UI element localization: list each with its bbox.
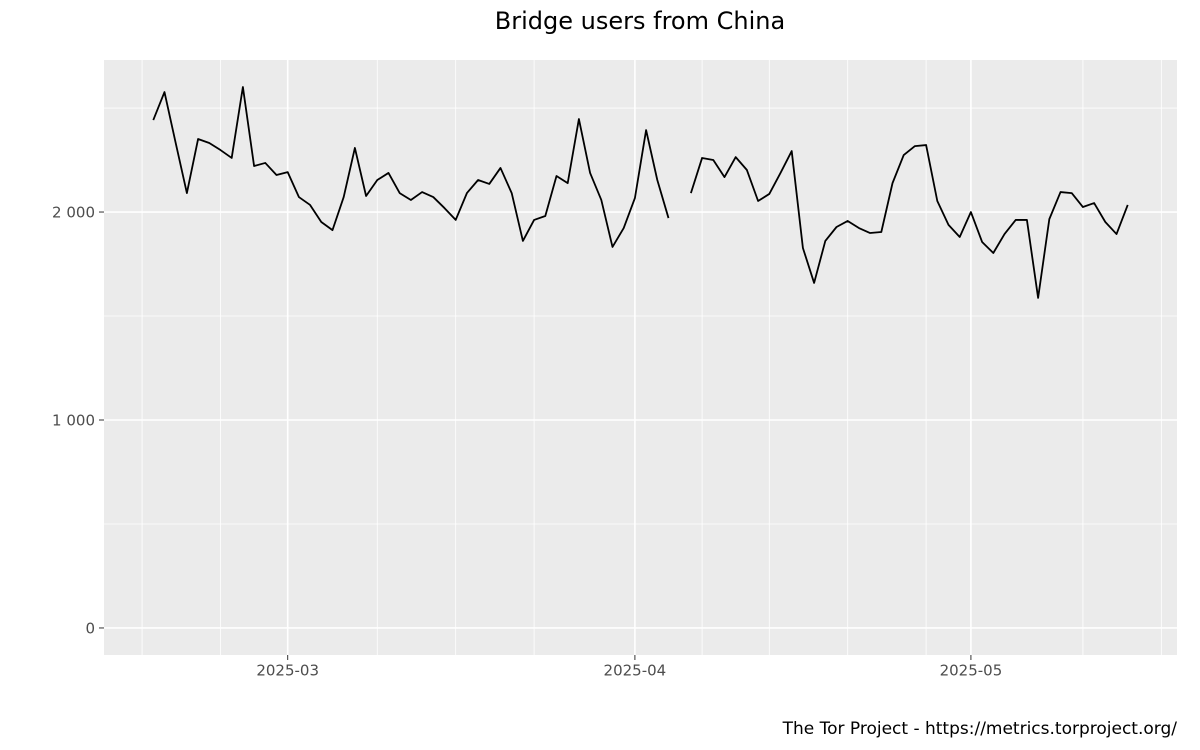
y-tick-label: 1 000 (52, 411, 95, 429)
plot-panel (104, 60, 1177, 655)
chart-title: Bridge users from China (495, 7, 785, 35)
caption: The Tor Project - https://metrics.torpro… (782, 719, 1178, 739)
x-tick-label: 2025-03 (256, 662, 319, 680)
y-tick-label: 2 000 (52, 204, 95, 222)
x-tick-label: 2025-04 (604, 662, 667, 680)
x-tick-label: 2025-05 (940, 662, 1003, 680)
y-tick-label: 0 (85, 619, 95, 637)
data-line (152, 86, 1129, 299)
